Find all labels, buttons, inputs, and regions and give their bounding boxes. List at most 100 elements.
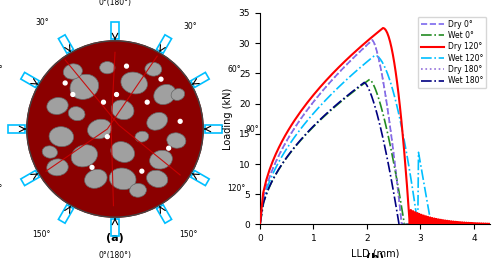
Wet 0° bbox=[394, 180, 400, 183]
Wet 120° bbox=[372, 54, 378, 57]
Wet 180° bbox=[316, 120, 322, 123]
Wet 180° bbox=[406, 223, 411, 226]
Circle shape bbox=[27, 41, 203, 217]
Text: 30°: 30° bbox=[36, 18, 50, 27]
Ellipse shape bbox=[110, 168, 136, 190]
Wet 180° bbox=[352, 88, 358, 91]
Ellipse shape bbox=[47, 159, 68, 176]
Wet 0° bbox=[368, 80, 374, 83]
Ellipse shape bbox=[84, 169, 107, 188]
Wet 120° bbox=[428, 223, 434, 226]
Text: 150°: 150° bbox=[32, 230, 51, 239]
Text: 60°: 60° bbox=[0, 65, 3, 74]
Text: 150°: 150° bbox=[179, 230, 198, 239]
Ellipse shape bbox=[145, 62, 162, 76]
Circle shape bbox=[124, 64, 128, 68]
Dry 180° bbox=[385, 109, 391, 112]
Circle shape bbox=[159, 77, 163, 81]
Circle shape bbox=[64, 81, 67, 85]
Dry 0° bbox=[311, 99, 317, 102]
Text: 0°(180°): 0°(180°) bbox=[98, 251, 132, 258]
Circle shape bbox=[114, 93, 118, 96]
Dry 180° bbox=[370, 38, 376, 42]
Line: Wet 180°: Wet 180° bbox=[260, 82, 410, 224]
Ellipse shape bbox=[42, 146, 58, 158]
Dry 120° bbox=[380, 27, 386, 30]
Dry 120° bbox=[257, 223, 263, 226]
Dry 120° bbox=[469, 223, 475, 226]
Ellipse shape bbox=[88, 119, 112, 139]
Dry 120° bbox=[446, 220, 452, 223]
Ellipse shape bbox=[70, 74, 98, 99]
Dry 180° bbox=[408, 223, 414, 226]
Wet 180° bbox=[407, 223, 413, 226]
Dry 0° bbox=[400, 223, 406, 226]
Circle shape bbox=[146, 100, 149, 104]
Ellipse shape bbox=[64, 64, 82, 79]
Ellipse shape bbox=[147, 112, 168, 130]
Dry 0° bbox=[370, 38, 376, 42]
Ellipse shape bbox=[150, 150, 172, 169]
Text: (b): (b) bbox=[366, 253, 384, 258]
Dry 120° bbox=[460, 222, 466, 225]
Y-axis label: Loading (kN): Loading (kN) bbox=[223, 87, 233, 150]
Dry 0° bbox=[409, 223, 415, 226]
Dry 120° bbox=[394, 81, 400, 84]
Ellipse shape bbox=[49, 127, 74, 147]
Wet 180° bbox=[362, 81, 368, 84]
Ellipse shape bbox=[71, 145, 98, 167]
Dry 180° bbox=[257, 223, 263, 226]
Dry 0° bbox=[257, 223, 263, 226]
Text: 120°: 120° bbox=[227, 184, 246, 193]
Ellipse shape bbox=[111, 142, 134, 163]
Text: 60°: 60° bbox=[227, 65, 240, 74]
Line: Dry 120°: Dry 120° bbox=[260, 28, 490, 224]
Dry 0° bbox=[391, 155, 397, 158]
Wet 0° bbox=[372, 87, 378, 90]
Wet 120° bbox=[382, 68, 388, 71]
Dry 180° bbox=[353, 54, 359, 57]
Circle shape bbox=[140, 169, 144, 173]
Dry 0° bbox=[412, 223, 418, 226]
Wet 120° bbox=[368, 57, 374, 60]
Ellipse shape bbox=[47, 98, 68, 115]
Wet 180° bbox=[257, 223, 263, 226]
Dry 180° bbox=[320, 89, 326, 92]
Wet 180° bbox=[380, 135, 386, 138]
Circle shape bbox=[167, 146, 170, 150]
Wet 120° bbox=[411, 198, 417, 201]
Legend: Dry 0°, Wet 0°, Dry 120°, Wet 120°, Dry 180°, Wet 180°: Dry 0°, Wet 0°, Dry 120°, Wet 120°, Dry … bbox=[418, 17, 486, 88]
Dry 120° bbox=[458, 222, 464, 225]
Line: Wet 0°: Wet 0° bbox=[260, 79, 420, 224]
Wet 120° bbox=[342, 80, 347, 83]
Dry 0° bbox=[385, 109, 391, 112]
X-axis label: LLD (mm): LLD (mm) bbox=[351, 249, 399, 258]
Ellipse shape bbox=[68, 107, 85, 121]
Dry 120° bbox=[487, 222, 493, 225]
Wet 0° bbox=[366, 78, 372, 81]
Text: 120°: 120° bbox=[0, 184, 3, 193]
Text: 0°(180°): 0°(180°) bbox=[98, 0, 132, 7]
Ellipse shape bbox=[146, 170, 168, 188]
Wet 0° bbox=[322, 115, 328, 118]
Line: Wet 120°: Wet 120° bbox=[260, 55, 431, 224]
Wet 0° bbox=[257, 223, 263, 226]
Dry 180° bbox=[410, 223, 416, 226]
Line: Dry 0°: Dry 0° bbox=[260, 40, 415, 224]
Ellipse shape bbox=[121, 72, 148, 94]
Wet 180° bbox=[309, 126, 315, 129]
Dry 180° bbox=[360, 48, 366, 51]
Circle shape bbox=[102, 100, 105, 104]
Ellipse shape bbox=[135, 131, 148, 142]
Ellipse shape bbox=[154, 84, 176, 104]
Wet 180° bbox=[346, 93, 352, 96]
Wet 120° bbox=[301, 123, 307, 126]
Line: Dry 180°: Dry 180° bbox=[260, 40, 412, 224]
Wet 0° bbox=[416, 223, 422, 226]
Ellipse shape bbox=[130, 183, 146, 197]
Wet 120° bbox=[274, 164, 280, 167]
Dry 120° bbox=[472, 222, 478, 225]
Circle shape bbox=[178, 119, 182, 123]
Ellipse shape bbox=[171, 88, 184, 100]
Text: (a): (a) bbox=[106, 233, 124, 243]
